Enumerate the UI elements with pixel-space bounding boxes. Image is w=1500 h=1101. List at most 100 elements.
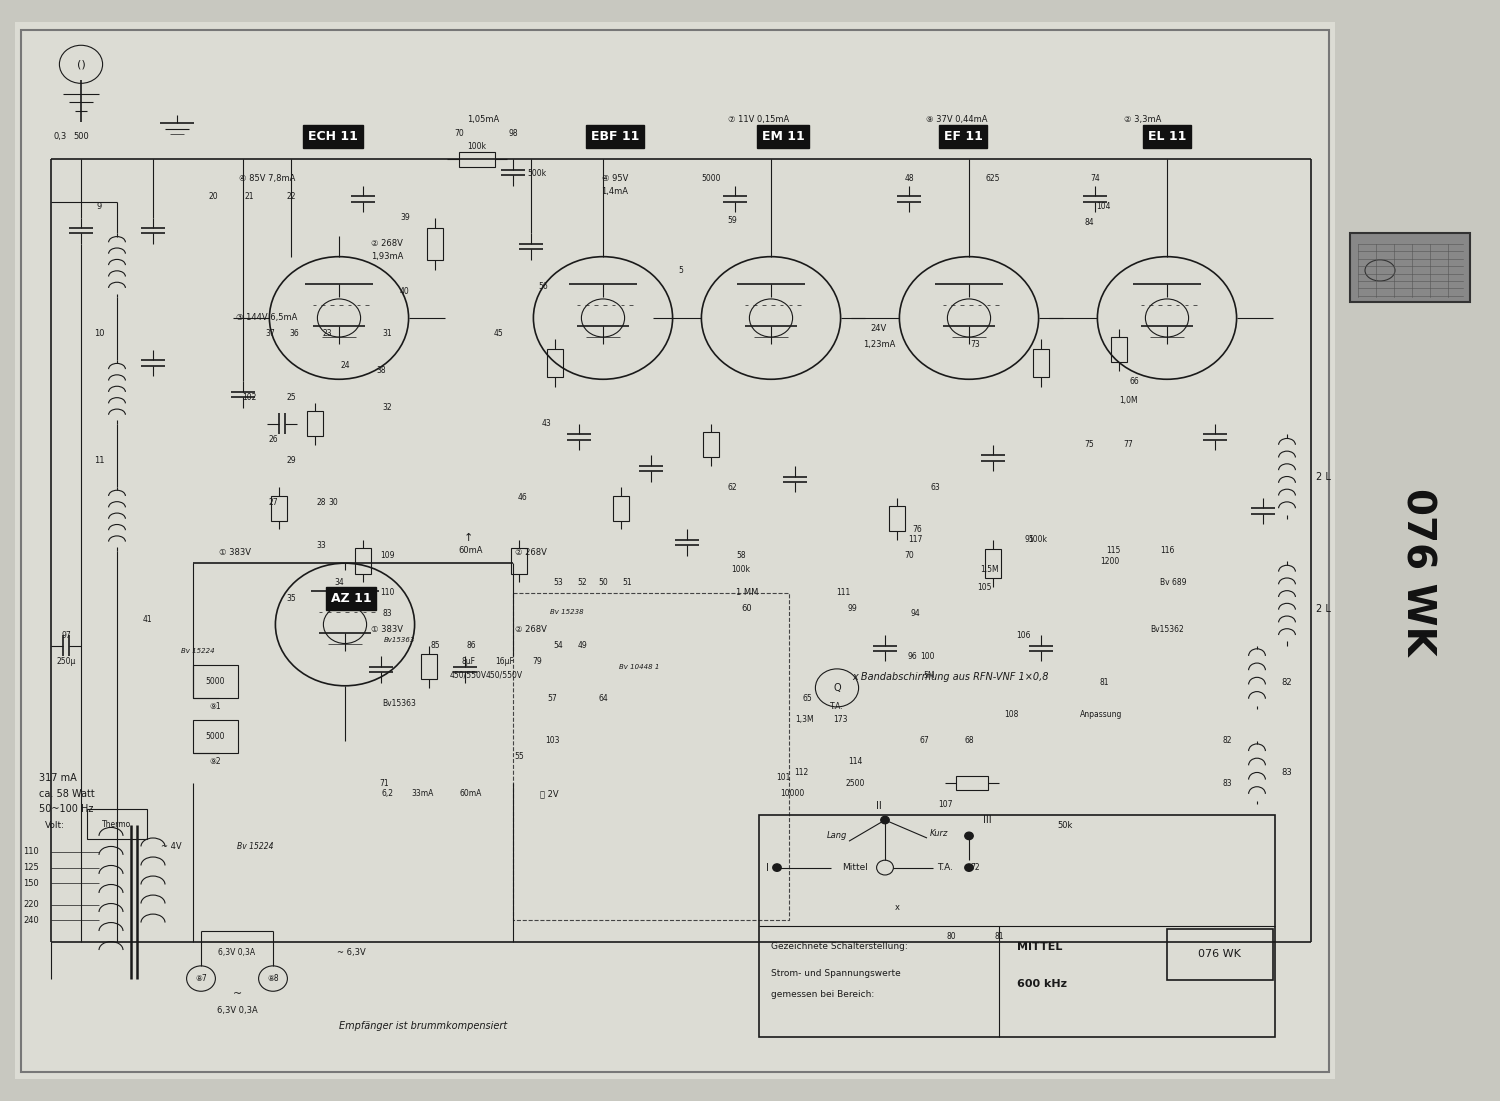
Bar <box>612 495 630 521</box>
Text: ca. 58 Watt: ca. 58 Watt <box>39 788 94 798</box>
Text: 67: 67 <box>920 737 930 745</box>
Text: 625: 625 <box>986 174 1000 183</box>
Text: 5: 5 <box>678 266 684 275</box>
Text: 0,3: 0,3 <box>54 132 68 141</box>
Text: 109: 109 <box>380 552 394 560</box>
Text: 6,3V 0,3A: 6,3V 0,3A <box>219 948 255 957</box>
Text: 1200: 1200 <box>1100 557 1119 566</box>
Text: ① 383V: ① 383V <box>219 548 251 557</box>
Text: Bv 689: Bv 689 <box>1160 578 1186 587</box>
Bar <box>546 349 564 378</box>
Text: 220: 220 <box>24 901 39 909</box>
Text: 32: 32 <box>382 403 392 412</box>
Text: 76: 76 <box>912 525 922 534</box>
Bar <box>1167 929 1272 980</box>
Text: ⑪ 2V: ⑪ 2V <box>540 789 558 798</box>
Text: 39: 39 <box>400 214 410 222</box>
Text: ECH 11: ECH 11 <box>308 130 358 143</box>
Text: 101: 101 <box>776 773 790 782</box>
Text: 83: 83 <box>382 610 392 619</box>
Circle shape <box>880 816 890 824</box>
Text: 37: 37 <box>266 329 276 338</box>
Bar <box>510 548 528 574</box>
Bar <box>1032 349 1050 378</box>
Text: 1,0M: 1,0M <box>1119 396 1138 405</box>
Text: 53: 53 <box>554 578 564 587</box>
Text: 66: 66 <box>1130 377 1140 385</box>
Circle shape <box>964 832 974 840</box>
Text: ⑨2: ⑨2 <box>210 757 220 766</box>
Text: 2 L: 2 L <box>1316 603 1330 613</box>
Text: ~ 6,3V: ~ 6,3V <box>336 948 366 957</box>
Text: 5M: 5M <box>924 671 934 679</box>
Text: 96: 96 <box>908 652 918 661</box>
Text: ~ 4V: ~ 4V <box>160 842 182 851</box>
Text: 71: 71 <box>380 778 390 787</box>
Text: 076 WK: 076 WK <box>1198 949 1240 959</box>
Text: 103: 103 <box>546 737 560 745</box>
Text: 100: 100 <box>920 652 934 661</box>
Text: 6,2: 6,2 <box>381 789 393 798</box>
Text: 2 L: 2 L <box>1316 471 1330 481</box>
Text: 250μ: 250μ <box>57 657 76 666</box>
Text: 9: 9 <box>96 203 102 211</box>
Text: 43: 43 <box>542 419 552 428</box>
Text: 60mA: 60mA <box>459 546 483 555</box>
Text: T.A.: T.A. <box>938 863 952 872</box>
Text: ③ 144V 6,5mA: ③ 144V 6,5mA <box>237 314 297 323</box>
Text: 5000: 5000 <box>206 677 225 686</box>
Text: 500: 500 <box>74 132 88 141</box>
Text: ↑: ↑ <box>464 533 474 543</box>
Text: 5000: 5000 <box>700 174 720 183</box>
Text: 86: 86 <box>466 641 476 650</box>
Text: I: I <box>765 862 768 873</box>
Text: 116: 116 <box>1160 546 1174 555</box>
Text: 99: 99 <box>847 604 858 613</box>
Text: ② 3,3mA: ② 3,3mA <box>1125 115 1161 123</box>
Bar <box>354 548 372 574</box>
Text: 40: 40 <box>400 287 410 296</box>
Text: 95: 95 <box>1024 535 1033 544</box>
Text: Thermo: Thermo <box>102 820 132 829</box>
Text: 45: 45 <box>494 329 504 338</box>
Text: (): () <box>76 59 86 69</box>
Text: 1,3M: 1,3M <box>795 716 814 724</box>
Bar <box>956 775 988 791</box>
Text: 1,23mA: 1,23mA <box>862 340 895 349</box>
Text: 27: 27 <box>268 499 278 508</box>
Text: 65: 65 <box>802 694 812 702</box>
Text: 106: 106 <box>1016 631 1031 640</box>
Text: 70: 70 <box>454 129 464 138</box>
Text: x Bandabschirmung aus RFN-VNF 1×0,8: x Bandabschirmung aus RFN-VNF 1×0,8 <box>852 673 1050 683</box>
Text: 74: 74 <box>1090 174 1100 183</box>
Text: 80: 80 <box>946 931 956 940</box>
Text: 1,05mA: 1,05mA <box>466 115 500 123</box>
Text: ② 268V: ② 268V <box>514 548 548 557</box>
Bar <box>759 815 1275 1037</box>
Text: II: II <box>876 802 882 811</box>
Circle shape <box>772 864 782 871</box>
Text: MITTEL: MITTEL <box>1017 941 1062 952</box>
Text: 114: 114 <box>847 757 862 766</box>
Text: 110: 110 <box>24 848 39 857</box>
Text: 31: 31 <box>382 329 392 338</box>
Text: ⑦ 11V 0,15mA: ⑦ 11V 0,15mA <box>729 115 789 123</box>
Text: 112: 112 <box>794 768 808 777</box>
Bar <box>306 411 324 436</box>
Text: 83: 83 <box>1222 778 1232 787</box>
Text: 36: 36 <box>290 329 300 338</box>
Text: Lang: Lang <box>827 831 848 840</box>
Text: 97: 97 <box>62 631 72 640</box>
Bar <box>702 432 720 458</box>
Text: EBF 11: EBF 11 <box>591 130 639 143</box>
Text: 1 MM: 1 MM <box>736 588 758 597</box>
Text: 24V: 24V <box>871 324 886 333</box>
Text: 51: 51 <box>622 578 632 587</box>
Bar <box>459 152 495 167</box>
Text: ⑨1: ⑨1 <box>210 702 220 711</box>
Text: ④ 95V: ④ 95V <box>602 174 628 183</box>
Text: 73: 73 <box>970 340 980 349</box>
Text: 81: 81 <box>994 931 1004 940</box>
Bar <box>888 506 906 532</box>
Text: 60: 60 <box>741 604 753 613</box>
